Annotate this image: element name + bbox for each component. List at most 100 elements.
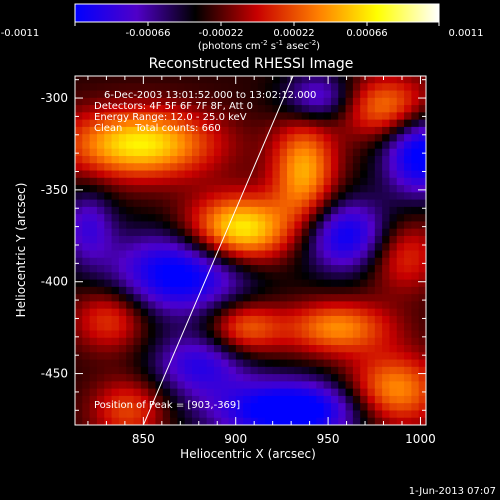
heatmap-cell bbox=[272, 155, 281, 164]
heatmap-cell bbox=[199, 105, 208, 113]
heatmap-cell bbox=[104, 410, 113, 419]
heatmap-cell bbox=[155, 330, 164, 339]
heatmap-cell bbox=[96, 221, 105, 230]
heatmap-cell bbox=[418, 366, 426, 375]
heatmap-cell bbox=[235, 337, 244, 346]
heatmap-cell bbox=[367, 352, 376, 361]
heatmap-cell bbox=[199, 83, 208, 92]
heatmap-cell bbox=[148, 199, 157, 208]
heatmap-cell bbox=[184, 105, 193, 113]
heatmap-cell bbox=[411, 250, 420, 259]
heatmap-cell bbox=[126, 185, 135, 193]
heatmap-cell bbox=[279, 279, 288, 288]
heatmap-cells bbox=[75, 76, 426, 425]
heatmap-cell bbox=[338, 286, 347, 295]
heatmap-cell bbox=[338, 148, 347, 157]
heatmap-cell bbox=[228, 301, 237, 310]
heatmap-cell bbox=[111, 90, 120, 99]
heatmap-cell bbox=[213, 112, 222, 121]
heatmap-cell bbox=[96, 177, 105, 186]
heatmap-cell bbox=[155, 286, 164, 295]
heatmap-cell bbox=[184, 192, 193, 201]
annotation-time-range: 6-Dec-2003 13:01:52.000 to 13:02:12.000 bbox=[104, 90, 316, 101]
heatmap-cell bbox=[177, 185, 186, 193]
heatmap-cell bbox=[367, 330, 376, 339]
heatmap-cell bbox=[382, 395, 391, 404]
heatmap-cell bbox=[162, 250, 171, 259]
heatmap-cell bbox=[118, 330, 127, 339]
heatmap-cell bbox=[162, 308, 171, 317]
heatmap-cell bbox=[111, 388, 120, 397]
heatmap-cell bbox=[96, 308, 105, 317]
heatmap-cell bbox=[155, 90, 164, 99]
heatmap-cell bbox=[206, 308, 215, 317]
heatmap-cell bbox=[374, 345, 383, 353]
heatmap-cell bbox=[221, 76, 230, 84]
heatmap-cell bbox=[213, 228, 222, 237]
heatmap-cell bbox=[265, 265, 274, 273]
heatmap-cell bbox=[235, 90, 244, 99]
heatmap-cell bbox=[309, 279, 317, 288]
heatmap-cell bbox=[389, 301, 398, 310]
heatmap-cell bbox=[170, 294, 178, 302]
heatmap-cell bbox=[126, 76, 135, 84]
heatmap-cell bbox=[126, 279, 135, 288]
heatmap-cell bbox=[382, 90, 391, 99]
heatmap-cell bbox=[133, 410, 142, 419]
heatmap-cell bbox=[411, 235, 420, 244]
heatmap-cell bbox=[294, 155, 303, 164]
heatmap-cell bbox=[162, 286, 171, 295]
heatmap-cell bbox=[118, 395, 127, 404]
heatmap-cell bbox=[104, 323, 113, 332]
heatmap-cell bbox=[404, 170, 412, 179]
heatmap-cell bbox=[367, 243, 376, 252]
heatmap-cell bbox=[213, 170, 222, 179]
heatmap-cell bbox=[118, 192, 127, 201]
heatmap-cell bbox=[272, 395, 281, 404]
heatmap-cell bbox=[279, 163, 288, 172]
heatmap-cell bbox=[192, 417, 200, 425]
heatmap-cell bbox=[257, 315, 266, 324]
heatmap-cell bbox=[243, 366, 252, 375]
heatmap-cell bbox=[382, 403, 391, 412]
heatmap-cell bbox=[213, 199, 222, 208]
heatmap-cell bbox=[111, 337, 120, 346]
heatmap-cell bbox=[360, 337, 369, 346]
heatmap-cell bbox=[404, 90, 412, 99]
heatmap-cell bbox=[389, 286, 398, 295]
heatmap-cell bbox=[89, 330, 98, 339]
heatmap-cell bbox=[192, 235, 200, 244]
heatmap-cell bbox=[140, 279, 149, 288]
x-tick-label-1000: 1000 bbox=[405, 432, 436, 446]
heatmap-cell bbox=[330, 170, 339, 179]
heatmap-cell bbox=[418, 286, 426, 295]
heatmap-cell bbox=[382, 366, 391, 375]
heatmap-cell bbox=[411, 315, 420, 324]
heatmap-cell bbox=[374, 315, 383, 324]
heatmap-cell bbox=[287, 119, 295, 128]
heatmap-cell bbox=[272, 366, 281, 375]
heatmap-cell bbox=[155, 199, 164, 208]
heatmap-cell bbox=[360, 83, 369, 92]
heatmap-cell bbox=[199, 395, 208, 404]
heatmap-cell bbox=[170, 221, 178, 230]
heatmap-cell bbox=[199, 170, 208, 179]
heatmap-cell bbox=[301, 308, 310, 317]
heatmap-cell bbox=[228, 381, 237, 390]
heatmap-cell bbox=[82, 374, 91, 382]
heatmap-cell bbox=[418, 185, 426, 193]
heatmap-cell bbox=[389, 395, 398, 404]
heatmap-cell bbox=[382, 279, 391, 288]
heatmap-cell bbox=[323, 279, 332, 288]
heatmap-cell bbox=[75, 301, 83, 310]
heatmap-cell bbox=[250, 403, 259, 412]
heatmap-cell bbox=[374, 76, 383, 84]
heatmap-cell bbox=[323, 395, 332, 404]
heatmap-cell bbox=[155, 105, 164, 113]
heatmap-cell bbox=[243, 97, 252, 106]
heatmap-cell bbox=[250, 134, 259, 143]
solar-limb-line bbox=[142, 76, 294, 425]
heatmap-cell bbox=[184, 148, 193, 157]
heatmap-cell bbox=[330, 163, 339, 172]
heatmap-cell bbox=[389, 170, 398, 179]
